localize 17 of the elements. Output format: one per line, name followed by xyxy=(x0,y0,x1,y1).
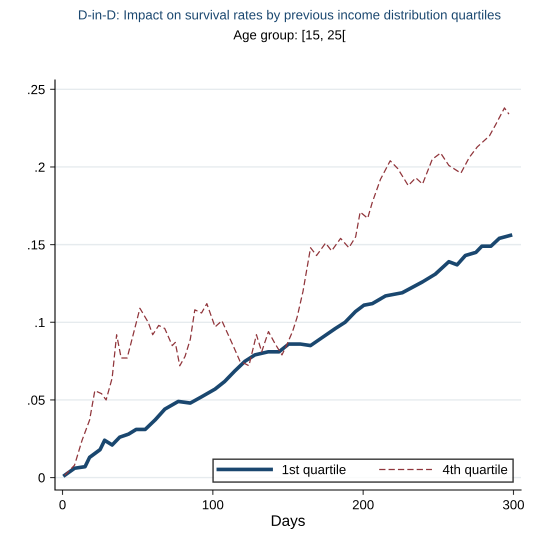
y-tick-label: .1 xyxy=(35,318,45,328)
y-tick-label: .15 xyxy=(28,240,45,250)
x-tick-label: 200 xyxy=(352,500,374,510)
y-tick-label: .2 xyxy=(35,162,45,172)
line-series xyxy=(64,107,510,476)
legend-label: 1st quartile xyxy=(282,464,346,477)
x-tick-label: 0 xyxy=(59,500,66,510)
chart-title: D-in-D: Impact on survival rates by previous income distribution quartiles xyxy=(78,10,501,22)
x-tick-label: 300 xyxy=(502,500,524,510)
x-tick-label: 100 xyxy=(202,500,224,510)
y-tick-label: 0 xyxy=(38,473,45,482)
x-axis-title: Days xyxy=(272,515,305,530)
y-tick-label: .05 xyxy=(28,395,45,405)
y-tick-label: .25 xyxy=(28,84,45,94)
chart-subtitle: Age group: [15, 25[ xyxy=(233,30,346,42)
line-series xyxy=(62,234,512,478)
legend-label: 4th quartile xyxy=(442,464,508,477)
